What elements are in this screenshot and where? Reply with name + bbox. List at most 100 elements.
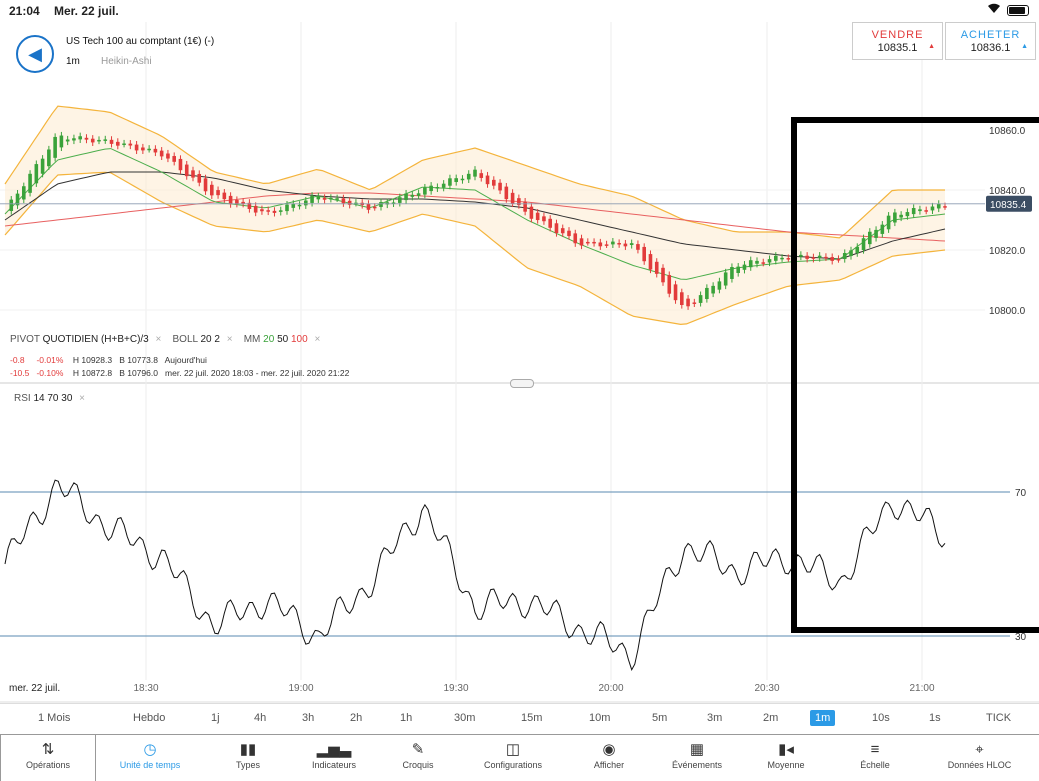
toolbar-crosshair[interactable]: ⌖ Données HLOC [920,735,1039,781]
candle-body [943,206,947,208]
time-axis-date: mer. 22 juil. [9,683,60,694]
candle-body [178,158,183,171]
candle-body [147,148,151,151]
candle-body [767,259,772,263]
remove-rsi-button[interactable]: × [79,393,86,404]
pencil-icon: ✎ [411,741,425,758]
candle-body [410,194,415,197]
candle-body [736,266,740,273]
toolbar-sort-arrows[interactable]: ⇅ Opérations [0,735,96,781]
candle-body [868,231,872,245]
candle-body [247,202,252,210]
candle-body [441,183,446,188]
mm-20: 20 [263,334,275,345]
candle-body [510,192,515,204]
timeframe-option[interactable]: 1h [400,712,413,724]
candle-body [811,257,816,259]
candle-body [548,218,552,228]
candle-body [454,178,458,183]
toolbar-clock[interactable]: ◷ Unité de temps [96,735,204,781]
candle-body [460,178,465,181]
period-label: Aujourd'hui [164,355,207,365]
timeframe-option[interactable]: 3h [302,712,315,724]
timeframe-option[interactable]: 10s [872,712,890,724]
candle-body [222,192,227,200]
candle-body [730,267,734,279]
candle-body [636,244,640,250]
back-button[interactable]: ◀ [16,35,54,73]
candle-body [84,137,89,140]
candle-body [116,141,120,146]
candle-body [59,135,64,148]
chart-canvas[interactable]: 18:30 19:00 19:30 20:00 20:30 21:00 mer. 22 ju… [0,0,1039,703]
candle-body [473,169,477,177]
remove-boll-button[interactable]: × [226,334,233,345]
instrument-name: US Tech 100 au comptant (1€) (-) [66,36,215,47]
candle-body [529,206,534,219]
timeframe-option[interactable]: 1 Mois [38,712,71,724]
candle-body [15,193,20,206]
candle-body [936,203,941,209]
toolbar-layout[interactable]: ◫ Configurations [460,735,566,781]
toolbar-average[interactable]: ▮◂ Moyenne [742,735,830,781]
timeframe-option[interactable]: 10m [589,712,611,724]
current-timeframe: 1m [66,56,80,67]
candle-body [435,187,440,189]
pane-resize-handle[interactable] [510,379,534,388]
toolbar-scale[interactable]: ≡ Échelle [830,735,920,781]
remove-pivot-button[interactable]: × [155,334,162,345]
buy-button[interactable]: ACHETER 10836.1 ▲ [945,22,1036,60]
candle-body [611,241,615,245]
mm-50: 50 [277,334,289,345]
candle-body [335,198,339,200]
rsi-lower: 30 [61,393,73,404]
time-tick-label: 20:30 [754,683,779,694]
mm-100: 100 [290,334,308,345]
timeframe-option[interactable]: 1j [211,712,220,724]
timeframe-option[interactable]: 3m [707,712,723,724]
timeframe-option[interactable]: Hebdo [133,712,166,724]
candle-body [310,195,314,203]
timeframe-option[interactable]: 1m [810,710,836,726]
candle-body [748,260,753,268]
toolbar-eye[interactable]: ◉ Afficher [566,735,652,781]
timeframe-option[interactable]: 2m [763,712,779,724]
timeframe-option[interactable]: 30m [454,712,476,724]
remove-mm-button[interactable]: × [314,334,321,345]
time-tick-label: 19:00 [288,683,313,694]
rsi-upper: 70 [47,393,59,404]
candle-body [285,204,289,212]
toolbar-label: Moyenne [767,760,805,770]
candle-body [648,254,653,270]
candle-body [680,292,684,306]
timeframe-option[interactable]: 1s [929,712,941,724]
mm100-line [4,192,946,242]
toolbar-bar-chart[interactable]: ▂▅▃ Indicateurs [292,735,376,781]
high-value: H 10928.3 [72,355,113,365]
toolbar-calendar[interactable]: ▦ Événements [652,735,742,781]
candle-body [134,144,139,151]
pivot-label: PIVOT [10,334,40,345]
candle-body [291,203,296,208]
status-date: Mer. 22 juil. [54,4,119,18]
candle-body [554,223,559,234]
timeframe-option[interactable]: 5m [652,712,668,724]
candle-body [686,298,690,307]
candle-body [498,182,502,191]
candle-body [742,264,747,270]
toolbar-pencil[interactable]: ✎ Croquis [376,735,460,781]
toolbar-candles[interactable]: ▮▮ Types [204,735,292,781]
timeframe-option[interactable]: 4h [254,712,267,724]
candle-body [623,243,628,247]
candle-body [210,184,214,196]
candle-body [629,243,634,245]
rsi-axis-label: 70 [1015,488,1027,499]
timeframe-option[interactable]: TICK [986,712,1012,724]
candle-body [542,216,546,222]
sell-button[interactable]: VENDRE 10835.1 ▲ [852,22,943,60]
candle-body [886,215,891,230]
timeframe-option[interactable]: 15m [521,712,543,724]
candle-body [517,198,521,206]
timeframe-option[interactable]: 2h [350,712,363,724]
high-value: H 10872.8 [72,368,113,378]
